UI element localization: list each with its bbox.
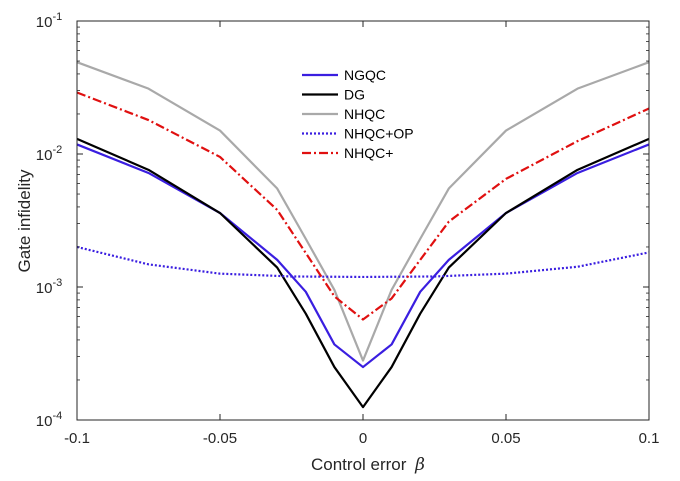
legend-label: NHQC [344,106,385,122]
x-tick-label: 0 [359,430,367,447]
x-axis-label-text: Control error [311,455,407,474]
y-tick-label: 10-3 [36,277,62,297]
legend-label: NHQC+ [344,145,393,161]
tick-labels: -0.1 -0.05 0 0.05 0.1 10-4 10-3 10-2 10-1 [36,11,660,447]
x-tick-label: -0.05 [203,430,237,447]
axes-ticks [76,20,650,421]
plot-lines [76,61,650,409]
x-axis-label: Control error β [311,455,425,475]
y-tick-label: 10-2 [36,144,62,164]
legend: NGQC DG NHQC NHQC+OP NHQC+ [302,67,414,161]
series-line-nhqc- [76,91,650,321]
x-tick-label: -0.1 [64,430,90,447]
series-line-dg [76,137,650,409]
x-tick-label: 0.05 [491,430,520,447]
y-tick-label: 10-4 [36,410,62,430]
y-axis-label: Gate infidelity [15,169,34,272]
legend-label: DG [344,87,365,103]
legend-label: NGQC [344,67,386,83]
legend-label: NHQC+OP [344,126,414,142]
y-tick-label: 10-1 [36,11,62,31]
series-line-nhqc [76,61,650,362]
x-axis-label-symbol: β [414,455,425,475]
x-tick-label: 0.1 [639,430,660,447]
series-line-nhqc-op [76,245,650,279]
